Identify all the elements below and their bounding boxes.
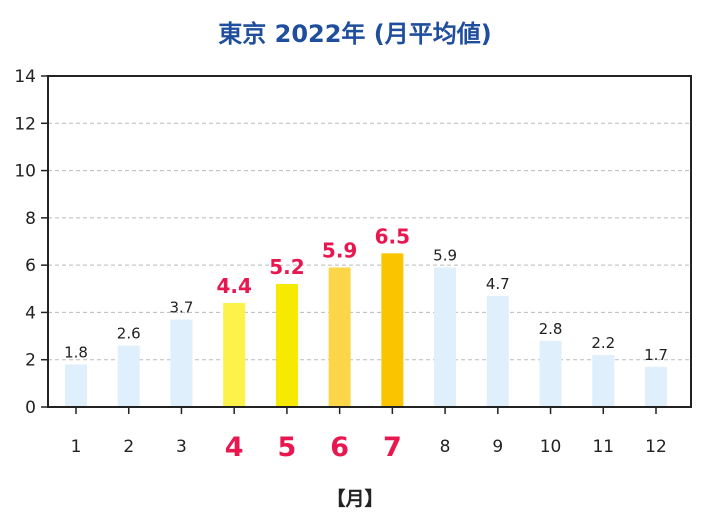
y-tick-label: 4 (25, 303, 36, 323)
chart-title: 東京 2022年 (月平均値) (218, 20, 492, 48)
x-tick-label: 11 (592, 437, 614, 457)
bar (645, 366, 667, 407)
x-tick-label: 9 (492, 437, 503, 457)
bar (381, 253, 404, 407)
y-tick-label: 10 (14, 162, 36, 182)
bar (434, 267, 457, 407)
x-tick-label: 12 (645, 437, 667, 457)
bar (486, 295, 509, 407)
x-tick-label: 10 (540, 437, 562, 457)
x-axis-unit-label: 【月】 (326, 488, 384, 510)
y-tick-label: 12 (14, 114, 36, 134)
value-label: 6.5 (375, 224, 410, 248)
value-label: 1.7 (644, 346, 668, 364)
value-label: 5.2 (269, 255, 304, 279)
x-tick-label: 6 (330, 432, 349, 463)
y-tick-label: 0 (25, 398, 36, 418)
bar (275, 284, 298, 407)
x-tick-label: 8 (440, 437, 451, 457)
y-axis: 0 2 4 6 8 10 12 14 (14, 67, 48, 418)
x-tick-label: 1 (71, 437, 82, 457)
x-tick-label: 5 (278, 432, 297, 463)
value-label: 2.8 (539, 320, 563, 338)
bar (592, 354, 615, 407)
value-label: 2.2 (591, 334, 615, 352)
value-label: 5.9 (322, 239, 357, 263)
bar (328, 267, 351, 407)
bar (539, 340, 562, 407)
value-label: 5.9 (433, 247, 457, 265)
data-labels: 1.8 2.6 3.7 4.4 5.2 5.9 6.5 5.9 4.7 2.8 2.2 1.7 (64, 224, 668, 363)
value-label: 4.4 (216, 274, 251, 298)
y-tick-label: 6 (25, 256, 36, 276)
x-axis: 1 2 3 4 5 6 7 8 9 10 11 12 (71, 407, 667, 463)
x-tick-label: 4 (225, 432, 244, 463)
plot-frame (47, 75, 692, 408)
x-tick-label: 2 (123, 437, 134, 457)
y-tick-label: 2 (25, 351, 36, 371)
bar (117, 345, 140, 407)
bar (223, 302, 246, 407)
bar (170, 319, 193, 407)
value-label: 3.7 (170, 299, 194, 317)
bars (65, 253, 667, 407)
y-tick-label: 8 (25, 209, 36, 229)
x-tick-label: 3 (176, 437, 187, 457)
value-label: 2.6 (117, 325, 141, 343)
grid-lines (48, 122, 691, 361)
bar (65, 364, 87, 407)
y-tick-label: 14 (14, 67, 36, 87)
value-label: 1.8 (64, 343, 88, 361)
value-label: 4.7 (486, 275, 510, 293)
x-tick-label: 7 (383, 432, 402, 463)
